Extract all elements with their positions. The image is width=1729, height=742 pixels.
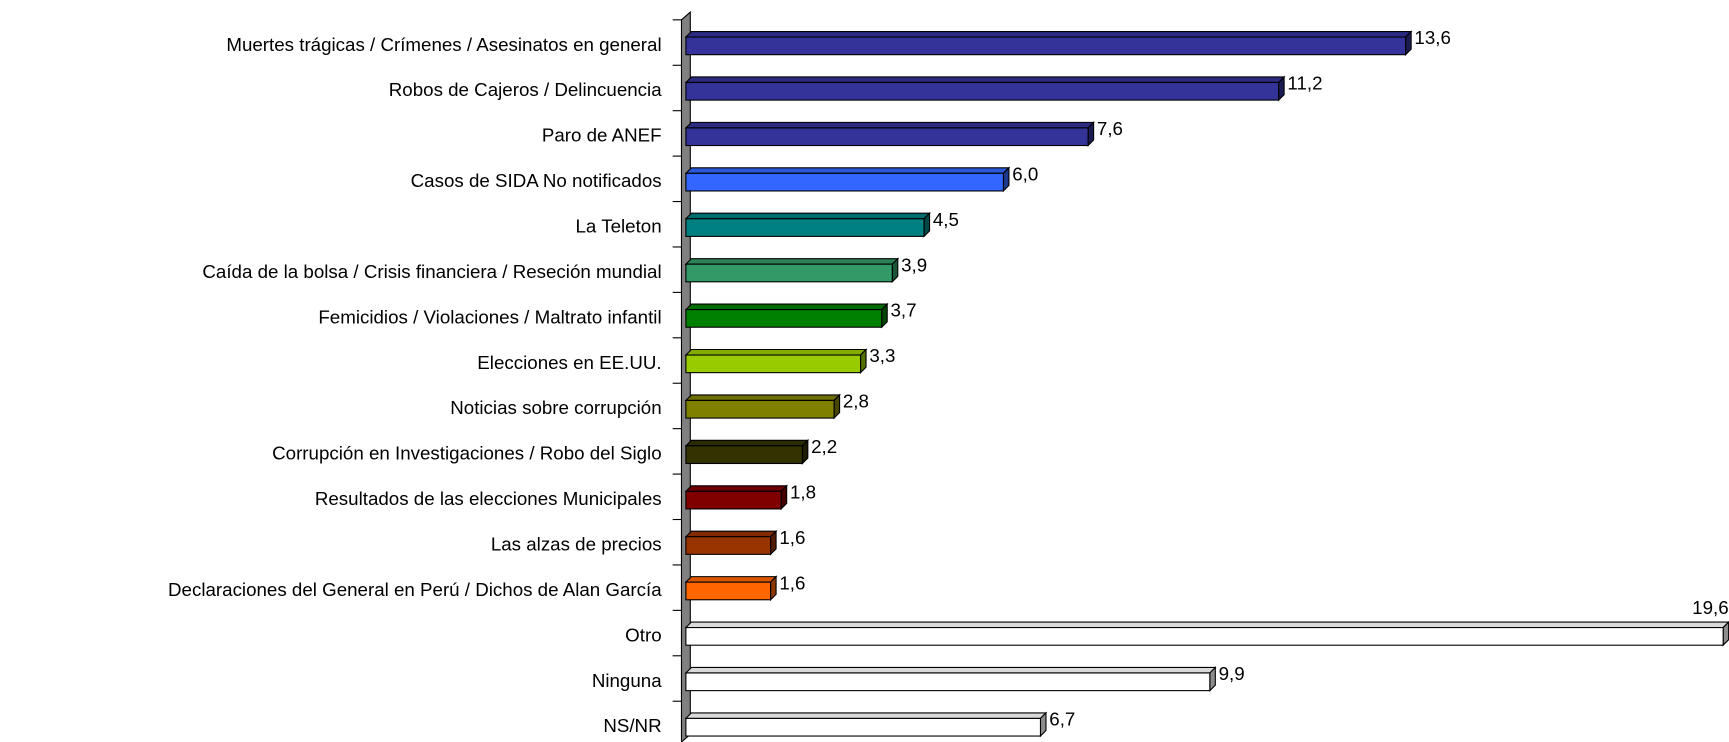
y-tick-label: Caída de la bolsa / Crisis financiera / … xyxy=(202,261,661,282)
bar-top xyxy=(684,348,868,356)
bar xyxy=(685,218,925,237)
bar xyxy=(685,172,1004,192)
value-label: 2,2 xyxy=(811,436,837,457)
bar-top xyxy=(684,258,900,265)
value-label: 3,9 xyxy=(901,254,927,275)
value-label: 3,3 xyxy=(869,345,895,366)
value-label: 6,7 xyxy=(1049,709,1075,730)
bar-top xyxy=(684,666,1217,674)
value-label: 3,7 xyxy=(891,300,917,321)
bar xyxy=(685,445,803,465)
y-tick-label: Elecciones en EE.UU. xyxy=(477,352,661,373)
bar xyxy=(685,354,862,374)
y-tick-label: Ninguna xyxy=(592,670,662,691)
bar-top xyxy=(684,621,1729,629)
value-label: 19,6 xyxy=(1692,597,1728,618)
value-label: 6,0 xyxy=(1012,163,1038,184)
value-label: 2,8 xyxy=(843,391,869,412)
bar xyxy=(685,627,1724,646)
value-label: 1,8 xyxy=(790,481,816,502)
y-tick-label: Otro xyxy=(625,624,661,645)
value-label: 13,6 xyxy=(1414,27,1450,48)
value-label: 1,6 xyxy=(779,527,805,548)
bar-top xyxy=(684,167,1011,174)
bar xyxy=(685,717,1042,737)
bar xyxy=(685,81,1280,101)
bar-top xyxy=(684,439,810,447)
bar xyxy=(685,672,1211,692)
bar-top xyxy=(684,121,1095,129)
y-tick-label: NS/NR xyxy=(603,715,661,736)
bar xyxy=(685,536,772,555)
value-label: 9,9 xyxy=(1219,663,1245,684)
bar xyxy=(685,263,893,283)
value-label: 11,2 xyxy=(1287,73,1322,94)
y-tick-label: Muertes trágicas / Crímenes / Asesinatos… xyxy=(226,34,661,55)
bar-top xyxy=(684,394,841,401)
bar xyxy=(685,490,782,510)
y-tick-label: Resultados de las elecciones Municipales xyxy=(315,488,662,509)
bar-top xyxy=(684,712,1048,719)
y-tick-label: Femicidios / Violaciones / Maltrato infa… xyxy=(318,306,661,327)
bar xyxy=(685,127,1089,147)
y-tick-label: Robos de Cajeros / Delincuencia xyxy=(389,79,662,100)
bar xyxy=(685,36,1407,56)
y-tick-label: La Teleton xyxy=(576,216,662,237)
bar xyxy=(685,399,835,419)
value-label: 4,5 xyxy=(933,209,959,230)
value-label: 7,6 xyxy=(1097,118,1123,139)
y-tick-label: Declaraciones del General en Perú / Dich… xyxy=(168,579,662,600)
bar-top xyxy=(684,530,778,538)
bar xyxy=(685,581,772,601)
y-tick-label: Paro de ANEF xyxy=(542,125,662,146)
y-tick-label: Casos de SIDA No notificados xyxy=(411,170,662,191)
bar-top xyxy=(684,76,1286,84)
bar-top xyxy=(684,485,788,492)
y-tick-label: Noticias sobre corrupción xyxy=(450,397,661,418)
value-label: 1,6 xyxy=(779,572,805,593)
bar-top xyxy=(684,303,889,311)
bar-top xyxy=(684,30,1413,38)
bar xyxy=(685,309,883,328)
bar-top xyxy=(684,212,931,220)
y-tick-label: Las alzas de precios xyxy=(491,533,662,554)
bar-top xyxy=(684,576,778,583)
y-tick-label: Corrupción en Investigaciones / Robo del… xyxy=(272,443,662,464)
